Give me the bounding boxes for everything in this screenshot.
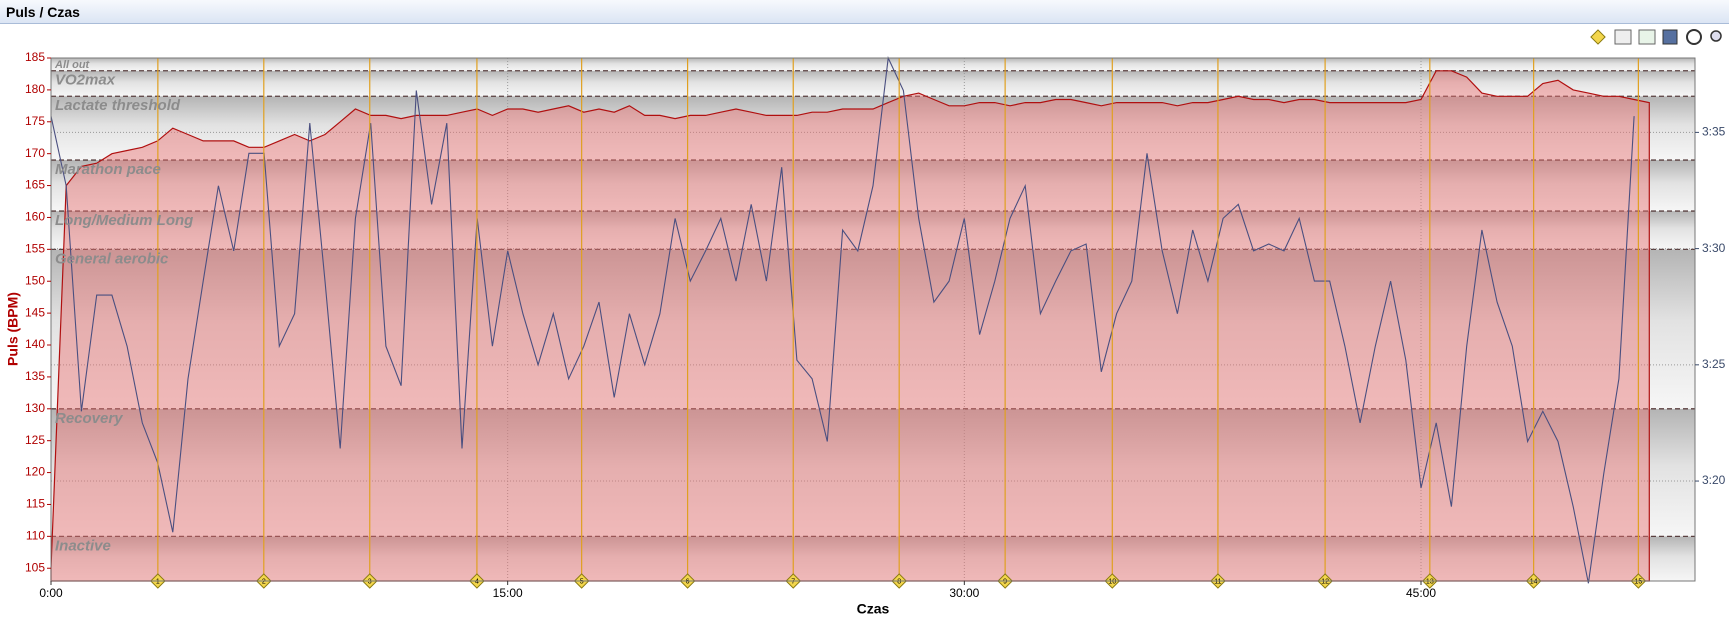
y2-tick-label: 3:35: [1702, 125, 1726, 139]
y-tick-label: 165: [25, 178, 45, 192]
y-tick-label: 130: [25, 401, 45, 415]
x-axis-label: Czas: [857, 601, 890, 617]
y-tick-label: 135: [25, 369, 45, 383]
chart: Puls (BPM) Czas 1 2 3 4 5 6 7 8 9 10 11 12 13 14 15Ina…: [5, 29, 1726, 617]
tool-save[interactable]: [1662, 29, 1678, 45]
plot-frame: [50, 57, 1696, 582]
y-tick-label: 170: [25, 146, 45, 160]
toolbar: [1590, 29, 1722, 45]
y-axis-label: Puls (BPM): [5, 292, 21, 366]
x-tick-label: 45:00: [1406, 586, 1436, 600]
y-tick-label: 110: [26, 529, 45, 543]
lap-label: 9: [1003, 578, 1007, 585]
lap-label: 14: [1530, 578, 1538, 585]
y-tick-label: 120: [25, 465, 45, 479]
y-tick-label: 175: [25, 114, 45, 128]
zone-label: Marathon pace: [55, 161, 161, 178]
zone-label: General aerobic: [55, 250, 169, 267]
lap-label: 12: [1321, 578, 1329, 585]
lap-label: 8: [897, 578, 901, 585]
zone-band: [51, 58, 1695, 71]
tool-zoom[interactable]: [1710, 30, 1722, 42]
x-tick-label: 30:00: [949, 586, 979, 600]
lap-label: 11: [1214, 578, 1221, 585]
y-tick-label: 125: [25, 433, 45, 447]
window-title: Puls / Czas: [6, 4, 80, 20]
lap-label: 15: [1634, 578, 1642, 585]
y-tick-label: 150: [25, 273, 45, 287]
y-tick-label: 155: [25, 242, 45, 256]
zone-label: Long/Medium Long: [55, 212, 193, 229]
zone-label: Recovery: [55, 410, 123, 427]
lap-label: 1: [156, 578, 160, 585]
tool-chart[interactable]: [1638, 29, 1656, 45]
lap-label: 7: [791, 578, 795, 585]
lap-label: 3: [368, 578, 372, 585]
lap-label: 2: [262, 578, 266, 585]
zone-label: Lactate threshold: [55, 97, 181, 114]
title-bar: Puls / Czas: [0, 0, 1729, 24]
zone-label: VO2max: [55, 72, 116, 89]
y2-tick-label: 3:30: [1702, 241, 1726, 255]
tool-markers[interactable]: [1590, 29, 1606, 45]
zone-label: All out: [54, 59, 91, 71]
y2-tick-label: 3:20: [1702, 473, 1726, 487]
pace-line: [50, 56, 1635, 584]
y-tick-label: 145: [25, 305, 45, 319]
x-tick-label: 0:00: [39, 586, 63, 600]
lap-label: 5: [580, 578, 584, 585]
lap-label: 4: [475, 578, 479, 585]
lap-label: 10: [1108, 578, 1116, 585]
tool-table[interactable]: [1614, 29, 1632, 45]
y-tick-label: 180: [25, 82, 45, 96]
zone-label: Inactive: [55, 537, 111, 554]
x-tick-label: 15:00: [493, 586, 523, 600]
y2-tick-label: 3:25: [1702, 357, 1726, 371]
zone-band: [51, 70, 1695, 97]
lap-label: 13: [1426, 578, 1434, 585]
hr-area: [50, 70, 1650, 582]
lap-label: 6: [686, 578, 690, 585]
y-tick-label: 140: [25, 337, 45, 351]
y-tick-label: 105: [25, 560, 45, 574]
y-tick-label: 185: [25, 50, 45, 64]
zone-band: [51, 536, 1695, 581]
y-tick-label: 160: [25, 210, 45, 224]
y-tick-label: 115: [26, 497, 45, 511]
tool-settings[interactable]: [1686, 29, 1702, 45]
